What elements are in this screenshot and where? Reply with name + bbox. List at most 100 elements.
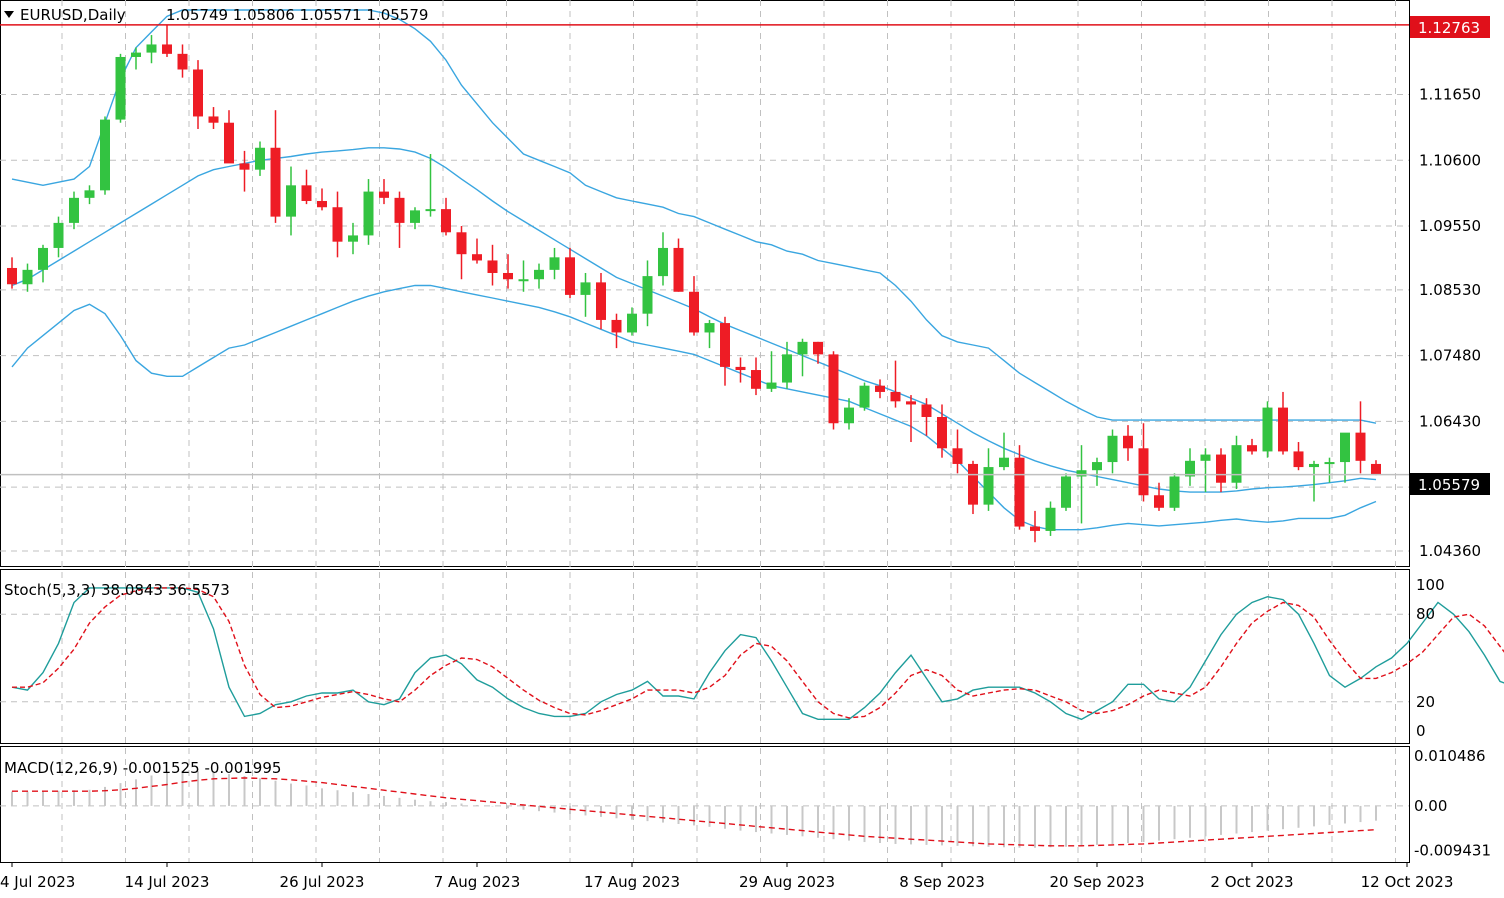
candle-bear (921, 404, 932, 417)
stochastic-lines (11, 587, 1504, 721)
candle-bear (456, 232, 467, 255)
candle-bear (611, 319, 622, 333)
bollinger-bands (11, 9, 1377, 531)
candle-bear (875, 385, 885, 392)
candle-bear (317, 200, 327, 208)
candle-bull (797, 341, 808, 355)
y-tick-label: 1.10600 (1419, 151, 1481, 169)
current-price-tag (1410, 473, 1490, 495)
candle-bull (53, 222, 64, 248)
candle-bear (394, 197, 405, 223)
candle-bull (658, 247, 668, 277)
x-tick-label: 26 Jul 2023 (280, 873, 365, 891)
candle-bear (1138, 448, 1149, 496)
candle-bear (596, 282, 606, 320)
candle-bull (1107, 435, 1118, 463)
bollinger-lower-line (11, 284, 1377, 531)
candle-bull (766, 382, 777, 389)
candle-bull (1076, 470, 1087, 477)
candle-bear (472, 254, 482, 261)
y-tick-label: 1.07480 (1419, 347, 1481, 365)
x-tick-label: 14 Jul 2023 (125, 873, 210, 891)
macd-tick-label: 0.010486 (1414, 747, 1486, 765)
candle-bear (487, 260, 498, 273)
stoch-readout: Stoch(5,3,3) 38.0843 36.5573 (4, 581, 230, 599)
stoch-tick-label: 0 (1416, 722, 1426, 740)
current-price-label: 1.05579 (1418, 476, 1480, 494)
candle-bull (642, 276, 653, 314)
ohlc-readout: 1.05749 1.05806 1.05571 1.05579 (166, 6, 428, 24)
candle-bull (286, 185, 296, 217)
candle-bear (720, 323, 730, 367)
candle-bear (813, 341, 823, 355)
candle-bull (534, 269, 544, 280)
x-tick-label: 29 Aug 2023 (739, 873, 835, 891)
candle-bull (146, 44, 157, 53)
candle-bear (1278, 407, 1288, 452)
candle-bull (704, 323, 715, 333)
x-tick-label: 12 Oct 2023 (1361, 873, 1454, 891)
candle-bear (1247, 445, 1257, 452)
candle-bull (1185, 460, 1195, 477)
macd-tick-label: 0.00 (1414, 797, 1447, 815)
candle-bull (363, 191, 374, 236)
candle-bull (22, 269, 33, 285)
candle-bear (937, 416, 947, 449)
macd-signal-line (12, 777, 1377, 847)
candle-bear (1123, 435, 1133, 449)
candle-bull (627, 313, 637, 333)
candle-bull (410, 210, 420, 223)
candle-bull (859, 385, 870, 408)
candle-bear (224, 122, 234, 164)
candle-bear (1293, 451, 1304, 468)
stoch-panel (0, 569, 1410, 744)
x-tick-label: 7 Aug 2023 (434, 873, 521, 891)
x-axis-labels: 4 Jul 2023 14 Jul 2023 26 Jul 2023 7 Aug 20… (0, 862, 1454, 891)
candle-bull (844, 407, 854, 424)
candle-bull (1169, 476, 1180, 508)
macd-tick-label: -0.009431 (1414, 842, 1491, 860)
symbol-label: EURUSD,Daily (20, 6, 126, 24)
dropdown-arrow-icon[interactable] (4, 11, 14, 18)
candle-bull (1200, 454, 1211, 461)
x-tick-label: 20 Sep 2023 (1049, 873, 1144, 891)
candle-bear (828, 354, 839, 424)
candle-bear (441, 209, 451, 233)
max-price-tag (1410, 16, 1490, 38)
max-price-label: 1.12763 (1418, 19, 1480, 37)
candle-bear (379, 191, 389, 198)
candle-bull (1309, 463, 1319, 468)
y-tick-label: 1.08530 (1419, 281, 1481, 299)
candle-bull (425, 209, 436, 212)
candle-bear (1030, 526, 1040, 531)
candle-bull (115, 56, 126, 120)
candle-bear (968, 463, 978, 505)
grid (0, 0, 1409, 862)
y-tick-label: 1.11650 (1419, 86, 1481, 104)
y-tick-label: 1.06430 (1419, 412, 1481, 430)
candle-bear (565, 257, 575, 295)
y-axis-labels: 1.11650 1.10600 1.09550 1.08530 1.07480 1.064… (1414, 86, 1491, 860)
candles (7, 25, 1381, 543)
candle-bear (890, 391, 901, 402)
candle-bear (1216, 454, 1226, 483)
candle-bear (1014, 457, 1025, 527)
candle-bear (332, 207, 343, 242)
price-lines (0, 24, 1409, 476)
candle-bear (1154, 495, 1164, 508)
stoch-tick-label: 100 (1416, 576, 1445, 594)
candle-bull (84, 190, 95, 198)
candle-bear (735, 366, 746, 371)
candle-bear (751, 370, 761, 389)
candle-bull (518, 279, 529, 282)
candle-bull (999, 457, 1009, 468)
macd-readout: MACD(12,26,9) -0.001525 -0.001995 (4, 759, 281, 777)
candle-bear (193, 69, 203, 117)
candle-bull (1324, 462, 1335, 465)
x-tick-label: 2 Oct 2023 (1210, 873, 1293, 891)
candle-bull (38, 247, 48, 270)
candle-bull (100, 119, 110, 191)
candle-bear (906, 401, 916, 405)
candle-bull (69, 197, 79, 223)
